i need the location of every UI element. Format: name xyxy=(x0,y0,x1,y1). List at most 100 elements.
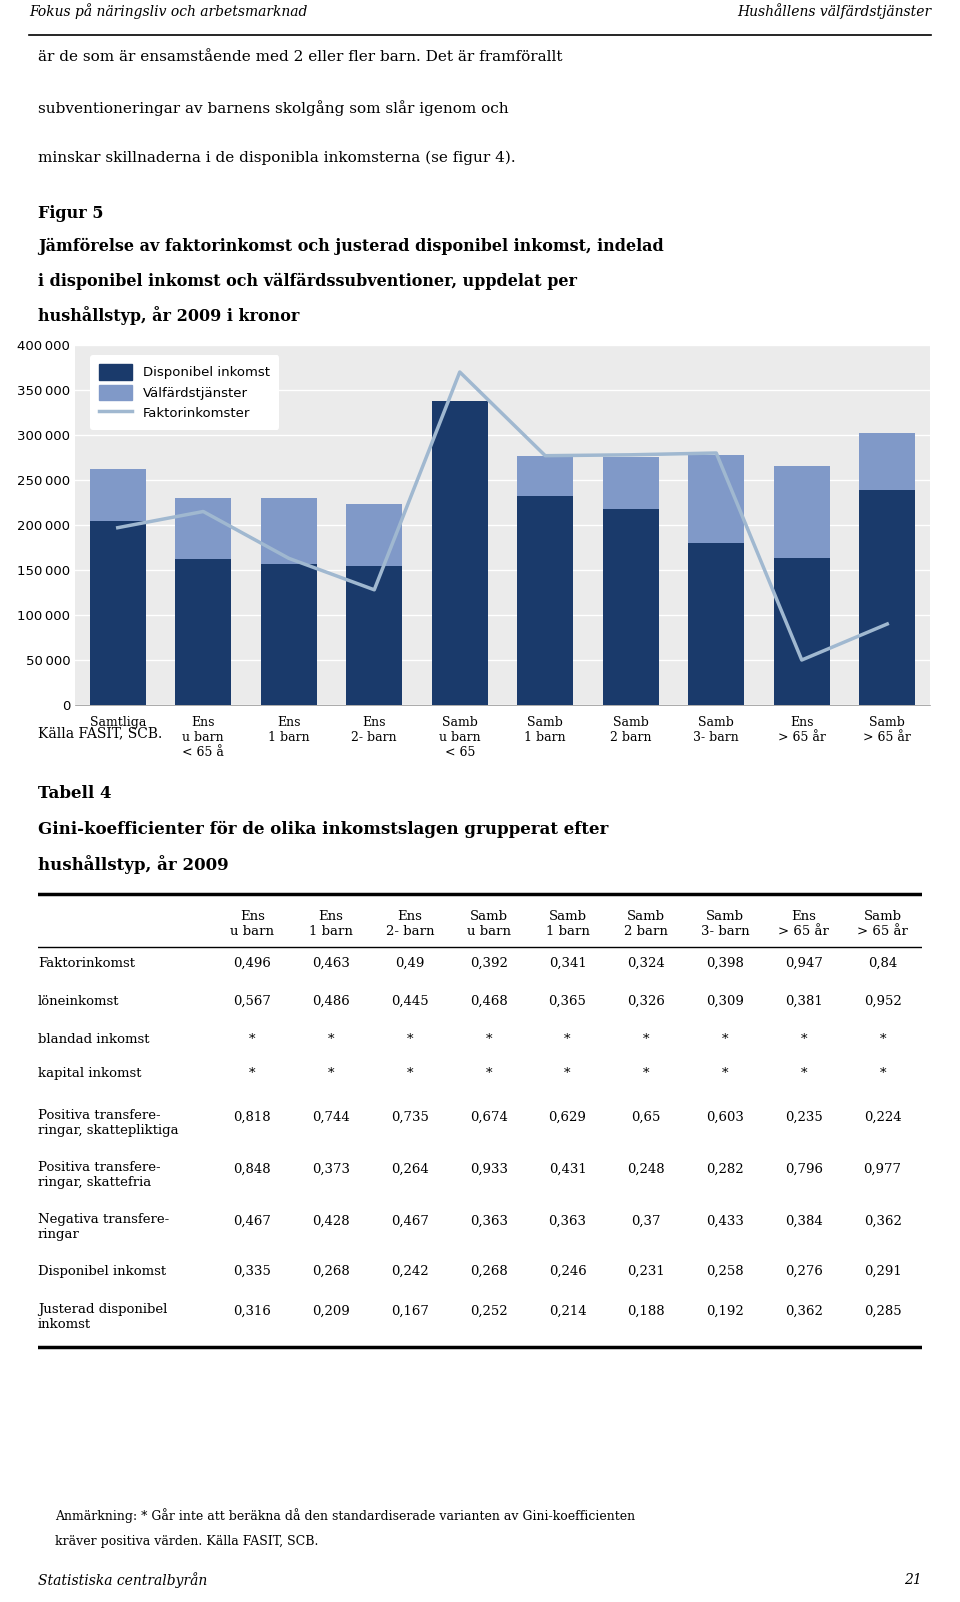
Text: 0,433: 0,433 xyxy=(707,1214,744,1229)
Bar xyxy=(774,559,829,705)
Bar xyxy=(176,498,231,559)
Text: 1 barn: 1 barn xyxy=(545,924,589,939)
Text: *: * xyxy=(407,1067,413,1080)
Text: 2 barn: 2 barn xyxy=(624,924,668,939)
Text: 0,246: 0,246 xyxy=(548,1266,587,1278)
Text: 0,398: 0,398 xyxy=(707,956,744,969)
Bar xyxy=(517,455,573,497)
Bar xyxy=(603,509,659,705)
Text: blandad inkomst: blandad inkomst xyxy=(38,1033,150,1046)
Text: 0,384: 0,384 xyxy=(785,1214,823,1229)
Text: 0,326: 0,326 xyxy=(627,995,665,1008)
Text: 0,603: 0,603 xyxy=(707,1112,744,1125)
Text: *: * xyxy=(407,1033,413,1046)
Text: är de som är ensamstående med 2 eller fler barn. Det är framförallt: är de som är ensamstående med 2 eller fl… xyxy=(38,50,563,64)
Text: Ens: Ens xyxy=(240,910,265,923)
Text: 0,224: 0,224 xyxy=(864,1112,901,1125)
Text: löneinkomst: löneinkomst xyxy=(38,995,119,1008)
Bar xyxy=(688,543,744,705)
Text: 0,486: 0,486 xyxy=(312,995,350,1008)
Text: Positiva transfere-: Positiva transfere- xyxy=(38,1161,160,1174)
Text: *: * xyxy=(801,1033,807,1046)
Text: > 65 år: > 65 år xyxy=(779,924,829,939)
Text: 0,468: 0,468 xyxy=(469,995,508,1008)
Text: > 65 år: > 65 år xyxy=(857,924,908,939)
Text: 0,933: 0,933 xyxy=(469,1163,508,1176)
Text: 0,335: 0,335 xyxy=(233,1266,272,1278)
Text: 0,282: 0,282 xyxy=(707,1163,744,1176)
Text: hushållstyp, år 2009: hushållstyp, år 2009 xyxy=(38,855,228,875)
Bar xyxy=(176,559,231,705)
Text: 0,467: 0,467 xyxy=(233,1214,272,1229)
Text: 0,264: 0,264 xyxy=(391,1163,429,1176)
Text: *: * xyxy=(879,1067,886,1080)
Text: *: * xyxy=(564,1033,571,1046)
Text: *: * xyxy=(801,1067,807,1080)
Text: 0,231: 0,231 xyxy=(628,1266,665,1278)
Bar xyxy=(261,564,317,705)
Text: 0,977: 0,977 xyxy=(864,1163,901,1176)
Text: hushållstyp, år 2009 i kronor: hushållstyp, år 2009 i kronor xyxy=(38,306,300,325)
Text: Negativa transfere-: Negativa transfere- xyxy=(38,1213,169,1226)
Text: 0,362: 0,362 xyxy=(864,1214,901,1229)
Text: *: * xyxy=(564,1067,571,1080)
Text: u barn: u barn xyxy=(467,924,511,939)
Bar xyxy=(517,497,573,705)
Text: subventioneringar av barnens skolgång som slår igenom och: subventioneringar av barnens skolgång so… xyxy=(38,101,509,117)
Text: 0,285: 0,285 xyxy=(864,1306,901,1318)
Bar xyxy=(432,400,488,705)
Text: Samb: Samb xyxy=(469,910,508,923)
Text: 0,316: 0,316 xyxy=(233,1306,272,1318)
Text: ringar, skattefria: ringar, skattefria xyxy=(38,1176,152,1189)
Text: *: * xyxy=(643,1067,650,1080)
Text: *: * xyxy=(328,1033,334,1046)
Bar xyxy=(774,466,829,559)
Text: Fokus på näringsliv och arbetsmarknad: Fokus på näringsliv och arbetsmarknad xyxy=(29,3,307,19)
Text: 3- barn: 3- barn xyxy=(701,924,750,939)
Text: 2- barn: 2- barn xyxy=(386,924,434,939)
Text: Samb: Samb xyxy=(548,910,587,923)
Text: Ens: Ens xyxy=(397,910,422,923)
Text: 0,428: 0,428 xyxy=(312,1214,350,1229)
Text: 0,84: 0,84 xyxy=(868,956,898,969)
Bar xyxy=(603,458,659,509)
Text: Statistiska centralbyrån: Statistiska centralbyrån xyxy=(38,1572,207,1588)
Text: kapital inkomst: kapital inkomst xyxy=(38,1067,141,1080)
Text: 0,496: 0,496 xyxy=(233,956,272,969)
Text: 0,463: 0,463 xyxy=(312,956,350,969)
Text: 0,392: 0,392 xyxy=(469,956,508,969)
Text: 0,291: 0,291 xyxy=(864,1266,901,1278)
Text: Jämförelse av faktorinkomst och justerad disponibel inkomst, indelad: Jämförelse av faktorinkomst och justerad… xyxy=(38,237,663,255)
Text: 0,848: 0,848 xyxy=(233,1163,272,1176)
Text: inkomst: inkomst xyxy=(38,1318,91,1331)
Text: Källa FASIT, SCB.: Källa FASIT, SCB. xyxy=(38,726,162,740)
Text: 0,818: 0,818 xyxy=(233,1112,272,1125)
Bar xyxy=(261,498,317,564)
Text: 0,248: 0,248 xyxy=(628,1163,665,1176)
Text: Disponibel inkomst: Disponibel inkomst xyxy=(38,1266,166,1278)
Bar xyxy=(859,433,915,490)
Text: 0,188: 0,188 xyxy=(628,1306,665,1318)
Text: 0,567: 0,567 xyxy=(233,995,272,1008)
Text: 0,268: 0,268 xyxy=(469,1266,508,1278)
Text: 0,674: 0,674 xyxy=(469,1112,508,1125)
Text: ringar, skattepliktiga: ringar, skattepliktiga xyxy=(38,1125,179,1137)
Text: kräver positiva värden. Källa FASIT, SCB.: kräver positiva värden. Källa FASIT, SCB… xyxy=(55,1535,319,1549)
Text: Ens: Ens xyxy=(319,910,344,923)
Text: 0,242: 0,242 xyxy=(391,1266,429,1278)
Text: Tabell 4: Tabell 4 xyxy=(38,785,111,803)
Text: 0,629: 0,629 xyxy=(548,1112,587,1125)
Text: *: * xyxy=(486,1067,492,1080)
Text: u barn: u barn xyxy=(230,924,275,939)
Text: *: * xyxy=(722,1033,729,1046)
Text: 0,467: 0,467 xyxy=(391,1214,429,1229)
Bar xyxy=(90,521,146,705)
Text: Samb: Samb xyxy=(627,910,665,923)
Text: 0,252: 0,252 xyxy=(469,1306,508,1318)
Text: 0,65: 0,65 xyxy=(632,1112,661,1125)
Text: 1 barn: 1 barn xyxy=(309,924,353,939)
Text: 0,209: 0,209 xyxy=(312,1306,350,1318)
Text: 21: 21 xyxy=(904,1573,922,1588)
Text: 0,365: 0,365 xyxy=(548,995,587,1008)
Text: *: * xyxy=(722,1067,729,1080)
